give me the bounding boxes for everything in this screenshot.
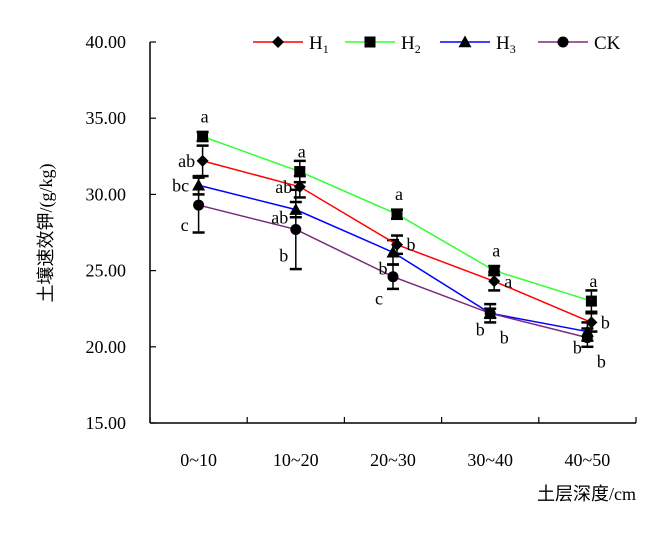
legend-label: H1 xyxy=(309,33,329,56)
x-tick-label: 10~20 xyxy=(273,450,319,470)
legend-label-main: CK xyxy=(594,33,621,54)
legend-item: H3 xyxy=(440,33,516,56)
significance-letter: c xyxy=(181,215,189,235)
data-point xyxy=(484,307,496,319)
data-point xyxy=(294,166,306,178)
significance-letter: b xyxy=(500,327,509,347)
legend-item: H1 xyxy=(253,33,329,56)
legend-item: CK xyxy=(538,33,621,54)
x-tick-label: 0~10 xyxy=(180,450,217,470)
significance-letter: a xyxy=(298,142,306,162)
significance-letter: b xyxy=(601,312,610,332)
significance-letter: a xyxy=(589,271,597,291)
x-tick-labels: 0~10 10~20 20~30 30~40 40~50 xyxy=(180,450,610,470)
significance-letter: ab xyxy=(271,208,288,228)
significance-letter: a xyxy=(504,271,512,291)
legend-label-main: H xyxy=(309,33,323,54)
significance-letter: b xyxy=(379,258,388,278)
legend-label-subscript: 2 xyxy=(415,42,421,56)
legend-item: H2 xyxy=(345,33,421,56)
y-tick-label: 20.00 xyxy=(86,337,127,357)
data-point xyxy=(585,316,598,329)
data-point xyxy=(293,180,306,193)
legend: H1 H2 H3 CK xyxy=(253,33,621,56)
y-tick-label: 40.00 xyxy=(86,32,127,52)
legend-marker xyxy=(557,36,569,48)
legend-marker xyxy=(272,36,284,48)
axes xyxy=(149,41,637,424)
significance-letter: b xyxy=(407,235,416,255)
legend-marker xyxy=(364,36,376,48)
significance-letter: b xyxy=(476,319,485,339)
data-point xyxy=(488,275,501,288)
significance-letter: b xyxy=(573,338,582,358)
significance-letter: c xyxy=(375,289,383,309)
series-markers xyxy=(192,130,598,344)
x-tick-label: 40~50 xyxy=(565,450,611,470)
significance-letter: bc xyxy=(172,175,189,195)
error-bars xyxy=(192,130,598,349)
significance-letter: a xyxy=(201,106,209,126)
legend-label: H2 xyxy=(401,33,421,56)
significance-letter: a xyxy=(395,184,403,204)
y-tick-labels: 15.00 20.00 25.00 30.00 35.00 40.00 xyxy=(86,32,127,433)
y-tick-label: 25.00 xyxy=(86,261,127,281)
data-point xyxy=(386,245,400,258)
x-tick-label: 30~40 xyxy=(467,450,513,470)
legend-label-main: H xyxy=(401,33,415,54)
data-point xyxy=(196,154,209,167)
significance-letter: b xyxy=(597,352,606,372)
x-tick-label: 20~30 xyxy=(370,450,416,470)
data-point xyxy=(581,332,593,344)
y-tick-label: 15.00 xyxy=(86,413,127,433)
data-point xyxy=(290,223,302,235)
series-lines xyxy=(198,135,592,339)
data-point xyxy=(387,271,399,283)
x-axis-label: 土层深度/cm xyxy=(537,484,636,504)
legend-label-subscript: 3 xyxy=(510,42,516,56)
data-point xyxy=(192,178,206,191)
significance-letter: ab xyxy=(275,177,292,197)
data-point xyxy=(585,295,597,307)
significance-letter: ab xyxy=(178,151,195,171)
significance-letter: a xyxy=(492,241,500,261)
y-axis-label: 土壤速效钾/(g/kg) xyxy=(36,164,57,303)
legend-label: CK xyxy=(594,33,621,54)
y-tick-label: 30.00 xyxy=(86,184,127,204)
data-point xyxy=(391,208,403,220)
data-point xyxy=(488,265,500,277)
data-point xyxy=(193,199,205,211)
significance-letter: b xyxy=(279,245,288,265)
legend-marker xyxy=(458,35,472,48)
data-point xyxy=(197,130,209,142)
legend-label: H3 xyxy=(496,33,516,56)
legend-label-subscript: 1 xyxy=(323,42,329,56)
data-point xyxy=(289,203,303,215)
y-tick-label: 35.00 xyxy=(86,108,127,128)
legend-label-main: H xyxy=(496,33,510,54)
